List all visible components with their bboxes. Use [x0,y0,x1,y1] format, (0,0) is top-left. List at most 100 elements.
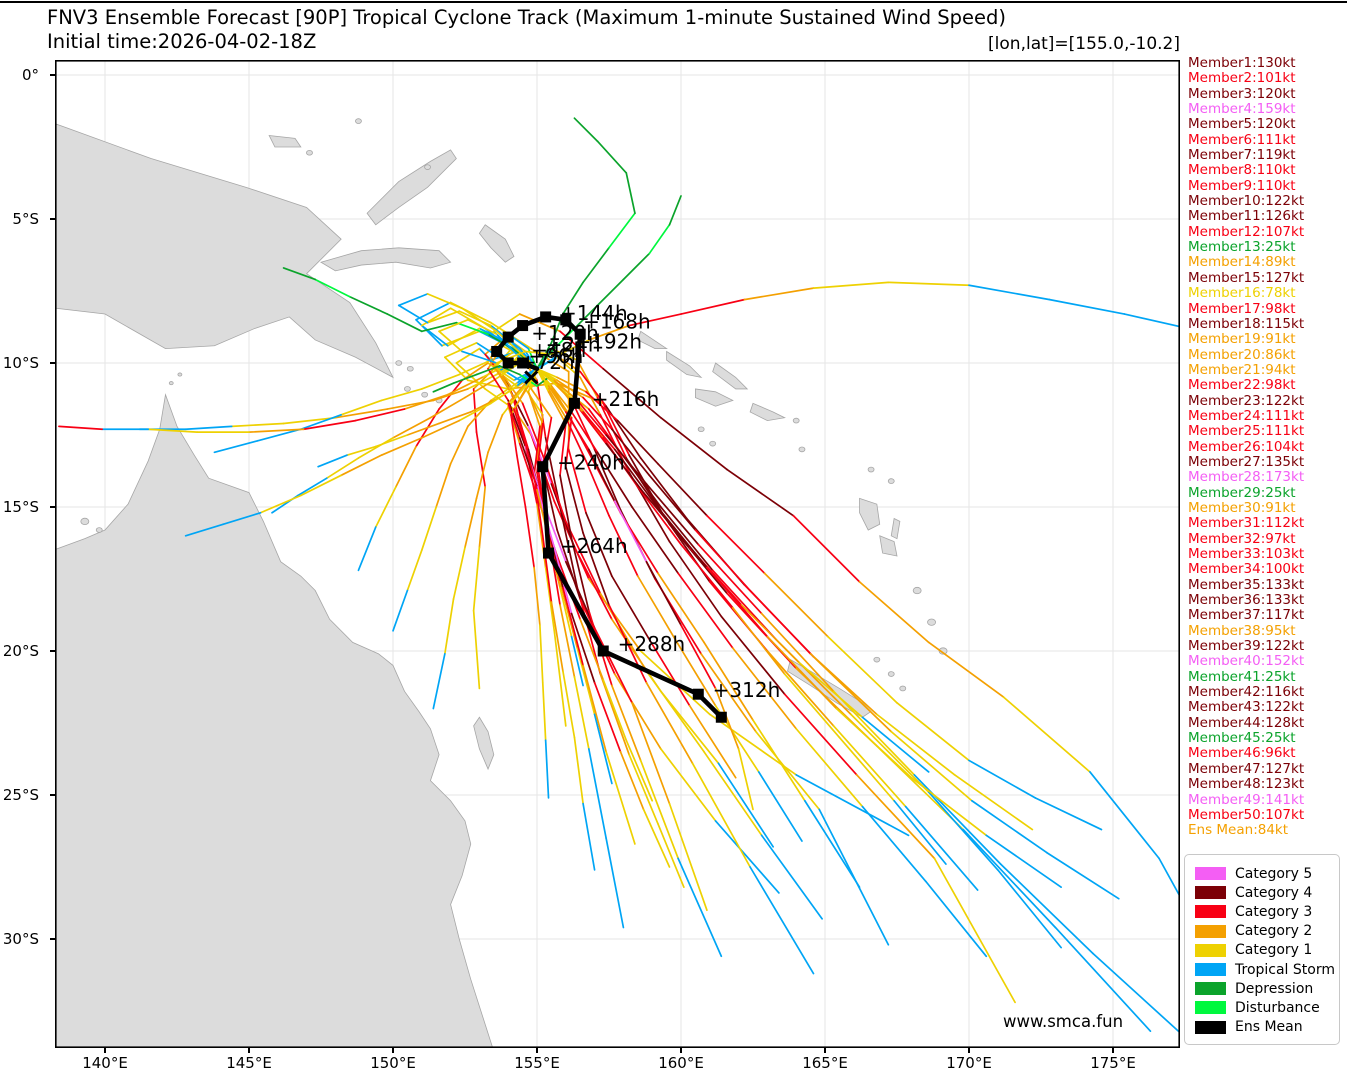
land-fraser-coast [473,716,495,771]
track-map-svg: +24h+48h+72h+96h+120h+144h+168h+192h +216… [55,60,1180,1048]
member-intensity-label: Member22:98kt [1188,377,1296,394]
time-label: +72h [520,350,575,374]
time-label: +240h [557,451,625,475]
member-intensity-label: Member21:94kt [1188,361,1296,378]
x-tick-mark [824,1048,826,1053]
member-track-47 [536,367,1180,1034]
y-tick-mark [50,650,55,652]
legend-swatch-c5 [1195,867,1226,881]
x-tick-mark [392,1048,394,1053]
time-label: +192h [574,330,642,354]
x-tick-mark [536,1048,538,1053]
time-label: +168h [583,309,651,333]
x-tick-mark [968,1048,970,1053]
member-track-33 [536,367,947,865]
mean-track-marker [491,345,503,357]
land-guadalcanal [695,388,734,407]
legend-label: Category 5 [1235,865,1313,882]
member-track-2 [455,347,910,837]
legend-label: Disturbance [1235,999,1320,1016]
member-intensity-label: Member36:133kt [1188,592,1305,609]
ens-mean-track [491,311,727,723]
member-track-21 [432,367,538,710]
member-intensity-label: Member19:91kt [1188,331,1296,348]
member-intensity-label: Member42:116kt [1188,684,1305,701]
member-track-19 [392,367,538,632]
legend-swatch-c4 [1195,886,1226,900]
plot-border [55,60,1180,1048]
member-list: Member1:130kt Member2:101kt Member3:120kt M… [1188,55,1305,839]
member-intensity-label: Member10:122kt [1188,193,1305,210]
member-intensity-label: Member43:122kt [1188,699,1305,716]
legend-label: Tropical Storm [1235,961,1335,978]
legend-label: Depression [1235,980,1314,997]
y-tick-label: 0° [21,66,39,84]
y-tick-mark [50,74,55,76]
legend-label: Ens Mean [1235,1019,1303,1036]
member-track-43 [536,367,1103,831]
land-malaita [712,362,749,390]
y-tick-label: 15°S [2,498,39,516]
legend: Category 5 Category 4 Category 3 Category 2… [1184,854,1340,1045]
mean-track-marker [560,314,572,326]
legend-label: Category 4 [1235,884,1313,901]
ensemble-member-tracks [58,117,1180,1034]
time-label: +48h [531,338,586,362]
member-track-50 [536,281,1180,370]
land-manus [268,135,302,148]
mean-track-marker [502,357,514,369]
mean-track-marker [574,328,586,340]
legend-row: Ens Mean [1195,1018,1331,1037]
legend-row: Category 3 [1195,902,1331,921]
land-new-britain [320,247,452,272]
member-intensity-label: Member35:133kt [1188,576,1305,593]
legend-row: Tropical Storm [1195,960,1335,979]
time-label: +96h [528,344,583,368]
member-intensity-label: Member49:141kt [1188,791,1305,808]
member-track-44 [536,367,988,958]
mean-track-marker [543,547,555,559]
member-intensity-label: Member8:110kt [1188,162,1296,179]
landmasses [55,118,948,1048]
time-label: +216h [592,387,660,411]
member-track-49 [536,367,754,811]
mean-track-marker [537,461,549,473]
mean-track-marker [568,397,580,409]
time-label: +312h [713,678,781,702]
member-intensity-label: Member50:107kt [1188,806,1305,823]
member-intensity-label: Member9:110kt [1188,177,1296,194]
legend-swatch-c3 [1195,905,1226,919]
land-espiritu-santo [859,497,881,531]
x-tick-label: 160°E [658,1054,704,1072]
legend-swatch-c1 [1195,943,1226,957]
land-santa-isabel [666,350,703,379]
mean-track-marker [517,320,529,332]
x-tick-mark [248,1048,250,1053]
member-intensity-label: Member46:96kt [1188,745,1296,762]
member-track-17 [58,362,538,433]
watermark: www.smca.fun [1003,1012,1124,1031]
window-top-border [0,1,1347,3]
legend-row: Category 4 [1195,883,1331,902]
member-intensity-label: Member45:25kt [1188,730,1296,747]
member-intensity-label: Member1:130kt [1188,55,1296,71]
member-intensity-label: Member25:111kt [1188,423,1305,440]
member-intensity-label: Member28:173kt [1188,469,1305,486]
x-tick-label: 175°E [1090,1054,1136,1072]
map-plot: +24h +48h +72h +96h +120h +144h +168h +192h +216… [55,60,1180,1048]
member-track-36 [536,367,1034,831]
y-tick-mark [50,794,55,796]
member-intensity-label: Ens Mean:84kt [1188,822,1289,839]
time-label: +144h [560,301,628,325]
y-tick-mark [50,218,55,220]
member-intensity-label: Member17:98kt [1188,300,1296,317]
legend-swatch-ts [1195,963,1226,977]
member-track-38 [184,367,538,537]
mean-track-marker [597,645,609,657]
member-intensity-label: Member18:115kt [1188,315,1305,332]
y-tick-mark [50,506,55,508]
legend-swatch-dist [1195,1001,1226,1015]
mean-track-marker [540,311,552,323]
y-tick-label: 30°S [2,930,39,948]
member-intensity-label: Member34:100kt [1188,561,1305,578]
